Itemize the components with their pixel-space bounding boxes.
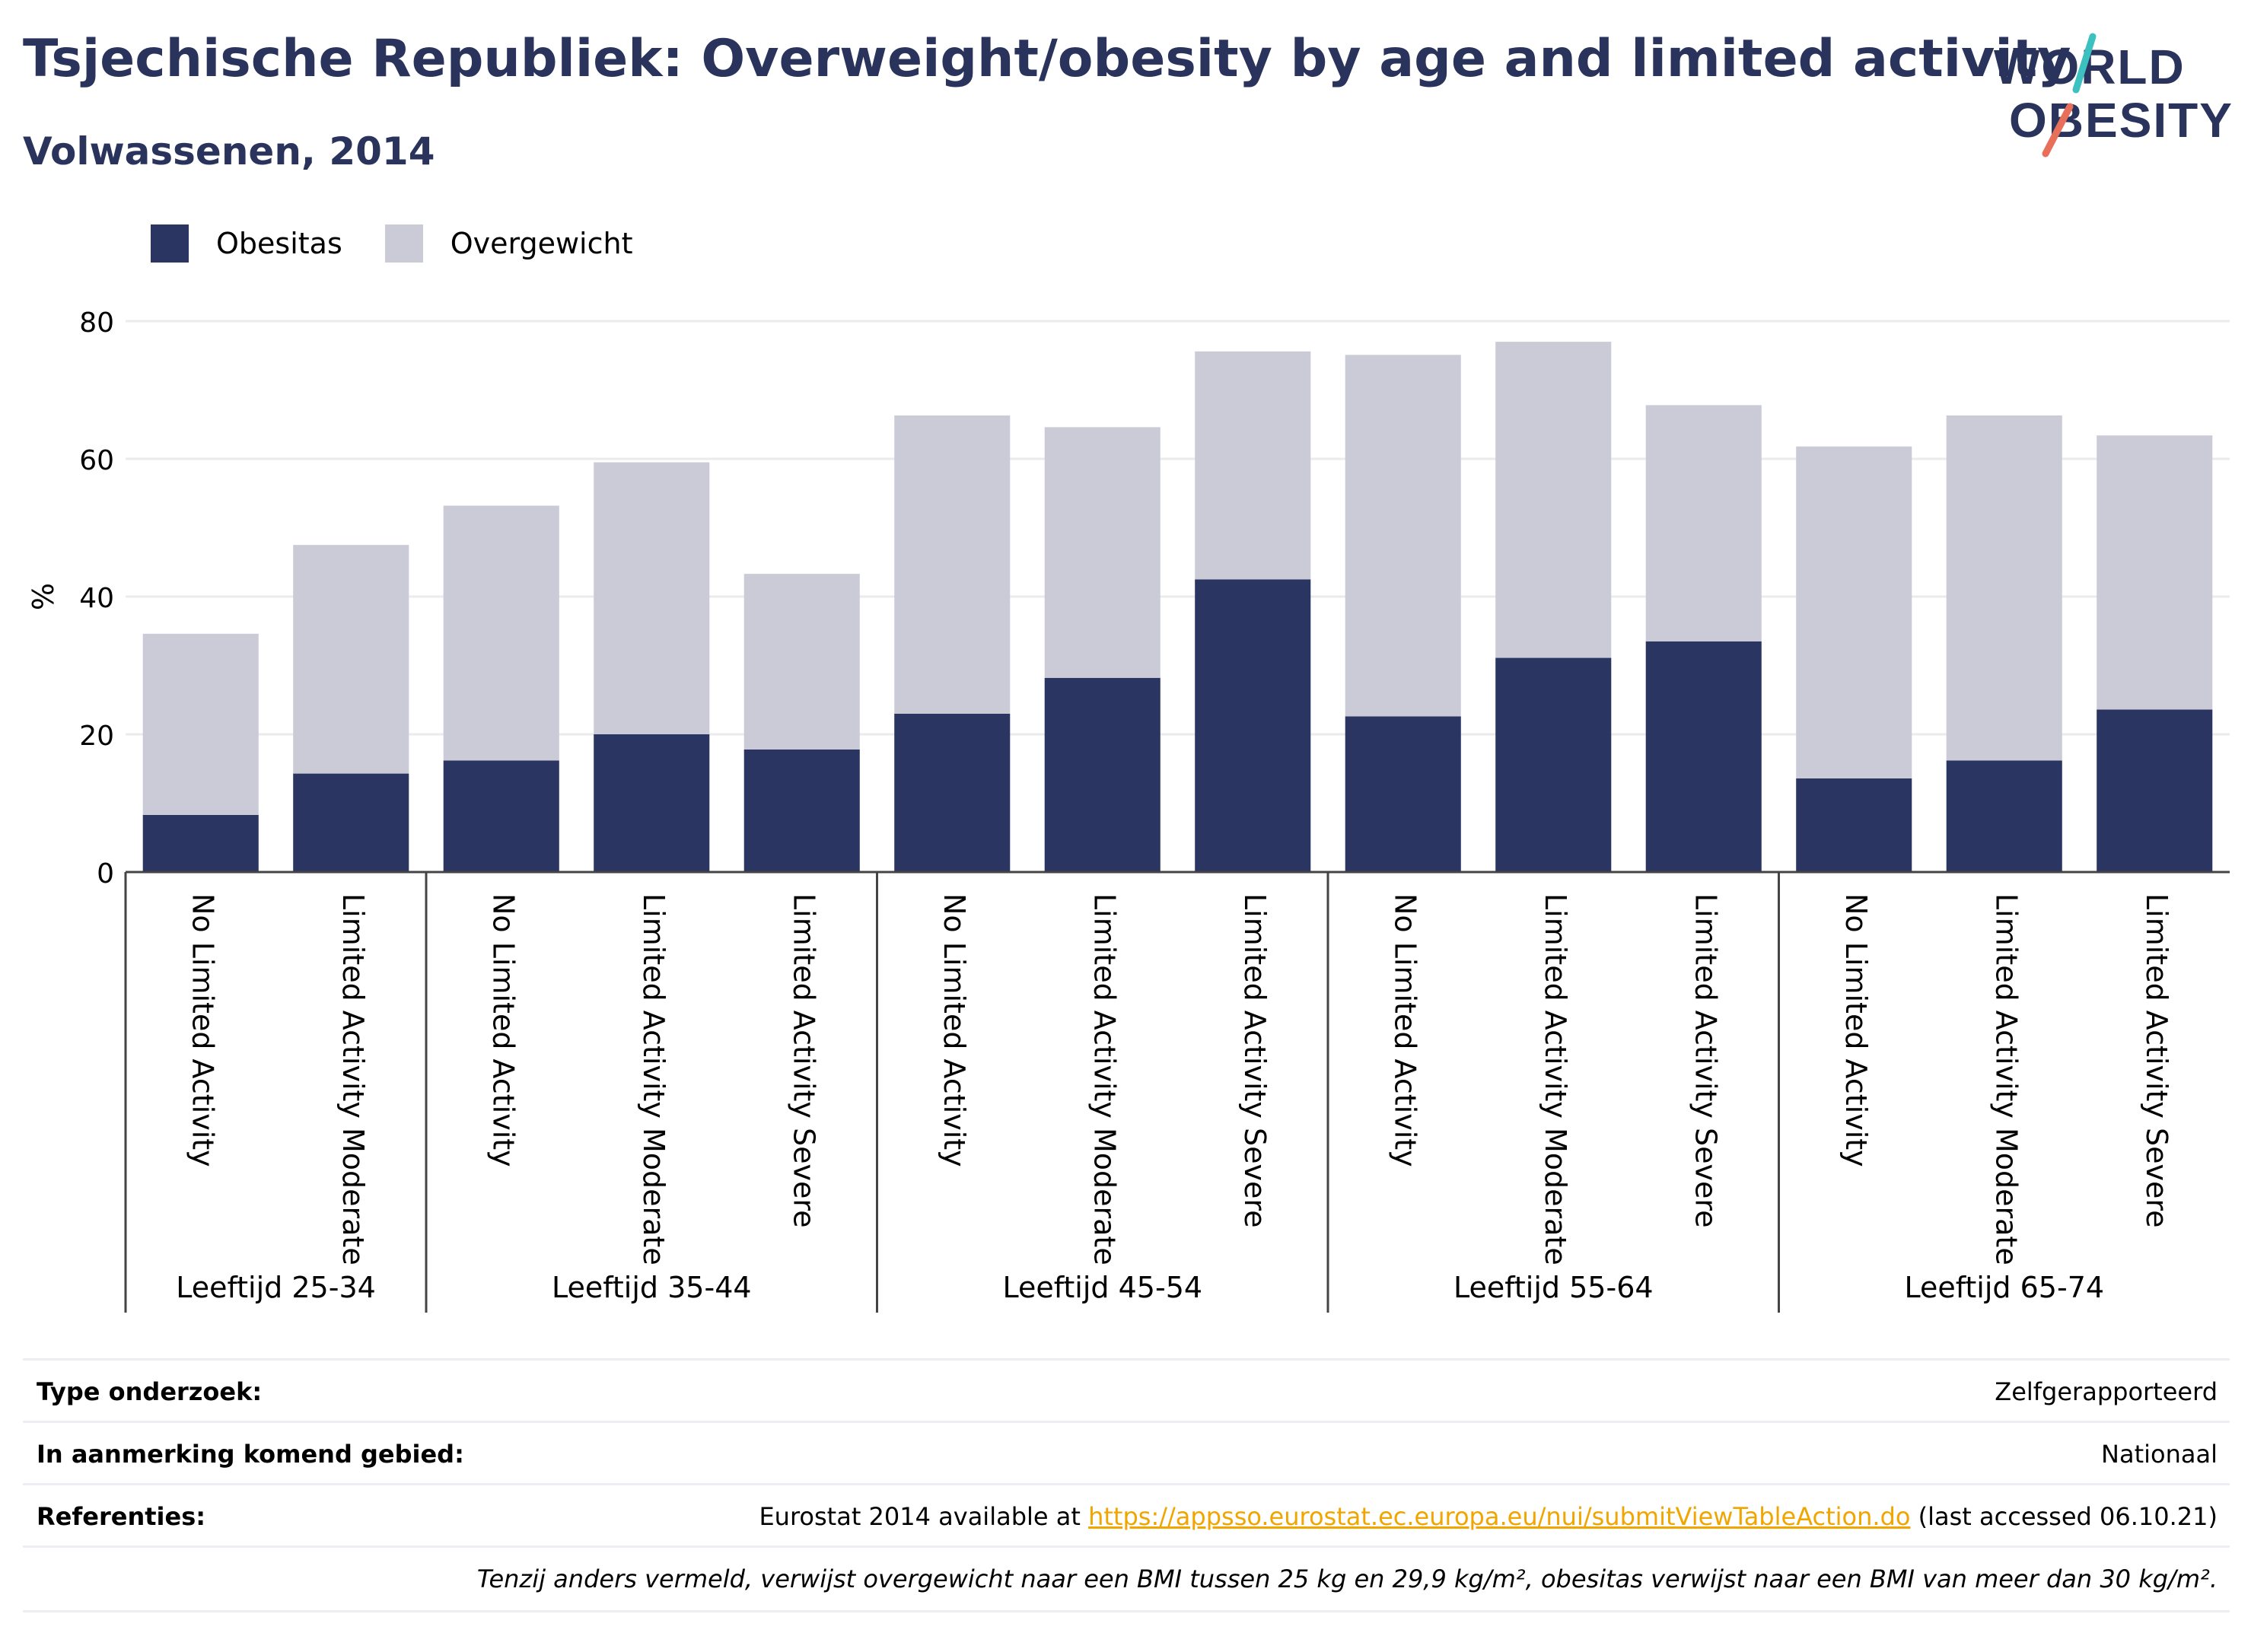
x-tick-label: No Limited Activity xyxy=(186,893,219,1167)
bar-overgewicht xyxy=(1195,351,1311,580)
bar-obesitas xyxy=(1645,641,1762,872)
legend-item-overgewicht[interactable]: Overgewicht xyxy=(384,224,633,263)
logo-slash-coral xyxy=(2042,103,2074,158)
y-tick-label: 80 xyxy=(79,307,114,339)
legend-label-overgewicht: Overgewicht xyxy=(450,227,633,260)
legend-label-obesitas: Obesitas xyxy=(216,227,342,260)
y-tick-label: 40 xyxy=(79,583,114,614)
bar-overgewicht xyxy=(743,574,860,750)
x-tick-label: Limited Activity Severe xyxy=(787,893,820,1228)
bar-overgewicht xyxy=(1495,342,1612,658)
x-tick-label: Limited Activity Moderate xyxy=(336,893,370,1265)
bar-obesitas xyxy=(1946,760,2062,872)
y-tick-label: 20 xyxy=(79,721,114,752)
x-tick-label: No Limited Activity xyxy=(938,893,971,1167)
logo-slash-teal xyxy=(2072,33,2097,94)
world-obesity-logo: WORLD OBESITY xyxy=(1994,33,2233,158)
x-tick-label: Limited Activity Moderate xyxy=(1989,893,2023,1265)
x-tick-label: No Limited Activity xyxy=(1839,893,1873,1167)
chart-legend: Obesitas Overgewicht xyxy=(151,224,676,263)
logo-line2: OBESITY xyxy=(2009,93,2233,148)
group-label: Leeftijd 35-44 xyxy=(552,1271,752,1304)
meta-row-note: Tenzij anders vermeld, verwijst overgewi… xyxy=(23,1545,2230,1612)
bar-obesitas xyxy=(1195,579,1311,872)
bar-obesitas xyxy=(1495,657,1612,872)
group-label: Leeftijd 25-34 xyxy=(176,1271,376,1304)
bar-overgewicht xyxy=(142,633,259,815)
meta-row-survey-type: Type onderzoek: Zelfgerapporteerd xyxy=(23,1358,2230,1423)
bar-obesitas xyxy=(894,713,1011,872)
bar-overgewicht xyxy=(1645,405,1762,641)
bar-obesitas xyxy=(142,814,259,872)
x-tick-label: No Limited Activity xyxy=(1388,893,1422,1167)
bar-overgewicht xyxy=(1345,355,1461,717)
bar-obesitas xyxy=(293,773,409,872)
group-label: Leeftijd 55-64 xyxy=(1453,1271,1654,1304)
group-label: Leeftijd 45-54 xyxy=(1002,1271,1202,1304)
x-tick-label: Limited Activity Moderate xyxy=(637,893,670,1265)
x-tick-label: No Limited Activity xyxy=(486,893,520,1167)
bar-overgewicht xyxy=(1946,415,2062,761)
bar-overgewicht xyxy=(894,415,1011,714)
references-value: Eurostat 2014 available at https://appss… xyxy=(759,1502,2230,1531)
legend-item-obesitas[interactable]: Obesitas xyxy=(151,224,342,263)
x-tick-label: Limited Activity Severe xyxy=(1689,893,1722,1228)
references-label: Referenties: xyxy=(37,1502,206,1531)
bmi-note: Tenzij anders vermeld, verwijst overgewi… xyxy=(476,1564,2218,1593)
bar-overgewicht xyxy=(594,462,710,734)
bar-obesitas xyxy=(1044,677,1161,872)
area-label: In aanmerking komend gebied: xyxy=(37,1440,464,1469)
y-axis-label: % xyxy=(27,583,60,610)
legend-swatch-obesitas xyxy=(151,224,189,263)
bar-overgewicht xyxy=(1796,446,1912,778)
x-tick-label: Limited Activity Severe xyxy=(1238,893,1272,1228)
group-label: Leeftijd 65-74 xyxy=(1904,1271,2104,1304)
x-tick-label: Limited Activity Severe xyxy=(2140,893,2173,1228)
bar-obesitas xyxy=(1345,716,1461,872)
meta-row-references: Referenties: Eurostat 2014 available at … xyxy=(23,1483,2230,1548)
page-title: Tsjechische Republiek: Overweight/obesit… xyxy=(23,29,2071,89)
bar-obesitas xyxy=(1796,778,1912,872)
bar-overgewicht xyxy=(293,545,409,774)
references-link[interactable]: https://appsso.eurostat.ec.europa.eu/nui… xyxy=(1088,1502,1911,1531)
y-tick-label: 0 xyxy=(97,858,114,890)
x-tick-label: Limited Activity Moderate xyxy=(1539,893,1572,1265)
bar-obesitas xyxy=(443,760,559,872)
x-tick-label: Limited Activity Moderate xyxy=(1087,893,1121,1265)
legend-swatch-overgewicht xyxy=(384,224,423,263)
bar-chart: 0 20 40 60 80% No Limited Activity Limited Act… xyxy=(27,307,2230,1313)
references-suffix: (last accessed 06.10.21) xyxy=(1910,1502,2218,1531)
bar-overgewicht xyxy=(1044,427,1161,678)
bar-obesitas xyxy=(2097,709,2213,872)
meta-row-area: In aanmerking komend gebied: Nationaal xyxy=(23,1421,2230,1485)
survey-type-label: Type onderzoek: xyxy=(37,1377,263,1406)
bar-overgewicht xyxy=(2097,435,2213,710)
page-subtitle: Volwassenen, 2014 xyxy=(23,129,435,173)
area-value: Nationaal xyxy=(2101,1440,2218,1469)
references-prefix: Eurostat 2014 available at xyxy=(759,1502,1089,1531)
survey-type-value: Zelfgerapporteerd xyxy=(1995,1377,2218,1406)
bar-obesitas xyxy=(594,734,710,872)
y-tick-label: 60 xyxy=(79,445,114,476)
bar-overgewicht xyxy=(443,505,559,761)
bar-obesitas xyxy=(743,749,860,872)
